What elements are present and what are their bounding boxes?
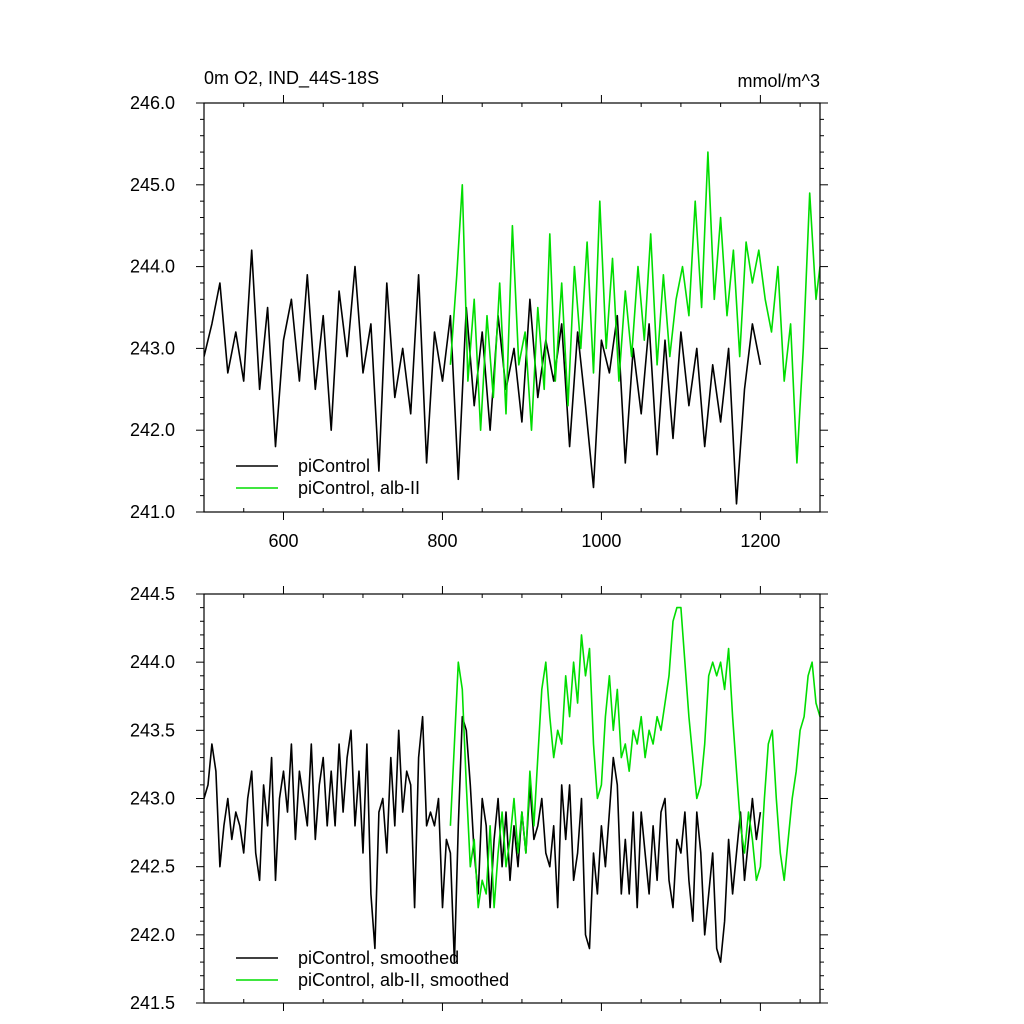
x-tick-label: 1200 bbox=[740, 531, 780, 551]
y-tick-label: 244.5 bbox=[130, 584, 175, 604]
top-panel: 600 800 1000 1200 241.0 242.0 243.0 244.0 245.0 2… bbox=[130, 93, 828, 551]
y-tick-label: 242.0 bbox=[130, 925, 175, 945]
y-tick-label: 244.0 bbox=[130, 652, 175, 672]
legend-label: piControl bbox=[298, 456, 370, 476]
y-tick-label: 245.0 bbox=[130, 175, 175, 195]
x-tick-label: 800 bbox=[427, 531, 457, 551]
y-tick-label: 243.0 bbox=[130, 338, 175, 358]
y-tick-label: 243.5 bbox=[130, 720, 175, 740]
bottom-panel: 241.5 242.0 242.5 243.0 243.5 244.0 244.5 piCon… bbox=[130, 584, 828, 1013]
series-line-picontrol-alb-ii bbox=[449, 151, 820, 464]
y-tick-label: 244.0 bbox=[130, 257, 175, 277]
series-line-picontrol bbox=[204, 249, 762, 505]
legend-label: piControl, alb-II, smoothed bbox=[298, 970, 509, 990]
x-tick-label: 600 bbox=[268, 531, 298, 551]
series-line-picontrol-alb-ii bbox=[449, 606, 820, 909]
y-tick-label: 243.0 bbox=[130, 789, 175, 809]
chart-title: 0m O2, IND_44S-18S bbox=[204, 68, 379, 89]
series-group bbox=[204, 606, 820, 963]
series-group bbox=[204, 151, 820, 505]
plot-frame bbox=[203, 102, 821, 513]
x-tick-label: 1000 bbox=[581, 531, 621, 551]
y-tick-label: 242.0 bbox=[130, 420, 175, 440]
legend-label: piControl, smoothed bbox=[298, 948, 459, 968]
y-tick-label: 241.0 bbox=[130, 502, 175, 522]
series-line-picontrol bbox=[204, 715, 762, 963]
legend-label: piControl, alb-II bbox=[298, 478, 420, 498]
y-tick-label: 241.5 bbox=[130, 993, 175, 1013]
y-tick-label: 242.5 bbox=[130, 857, 175, 877]
y-tick-label: 246.0 bbox=[130, 93, 175, 113]
units-label: mmol/m^3 bbox=[738, 71, 820, 91]
